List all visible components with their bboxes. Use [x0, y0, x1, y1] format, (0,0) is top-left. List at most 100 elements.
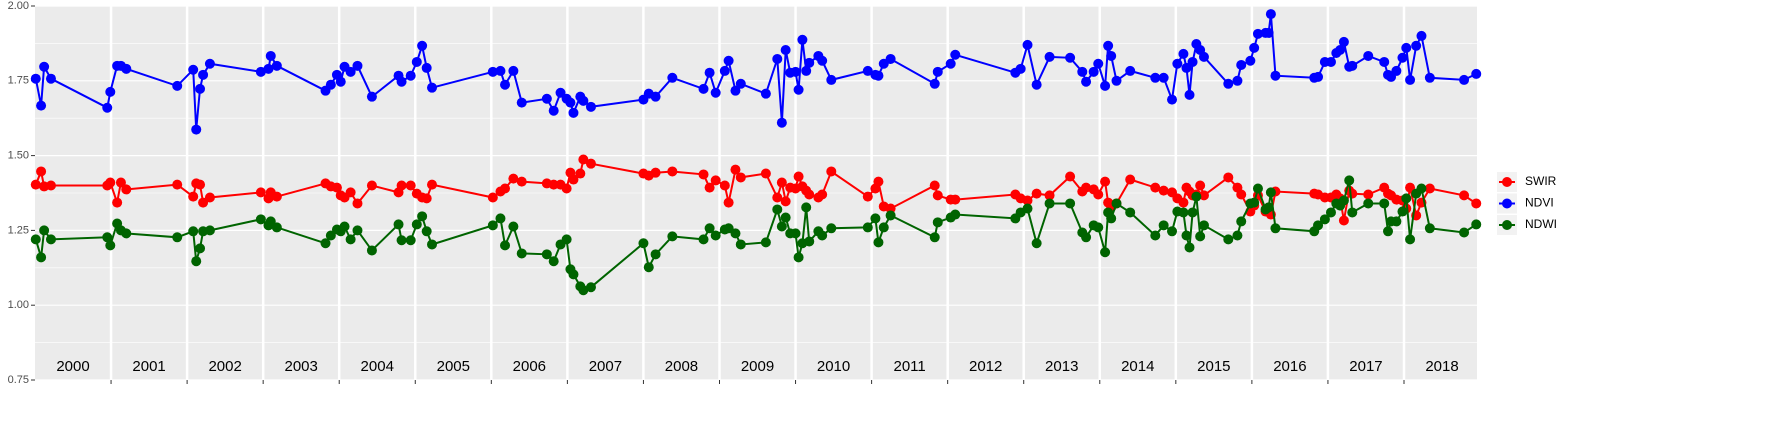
point	[1081, 182, 1092, 193]
point	[1471, 68, 1482, 79]
point	[578, 285, 589, 296]
point	[396, 76, 407, 87]
point	[578, 95, 589, 106]
point	[39, 225, 50, 236]
point	[650, 249, 661, 260]
point	[873, 176, 884, 187]
point	[204, 192, 215, 203]
point	[427, 239, 438, 250]
point	[1338, 195, 1349, 206]
point	[885, 210, 896, 221]
point	[500, 183, 511, 194]
point	[331, 182, 342, 193]
point	[102, 102, 113, 113]
y-tick-label: 1.25	[8, 224, 29, 236]
point	[366, 91, 377, 102]
point	[776, 117, 787, 128]
point	[1424, 183, 1435, 194]
point	[710, 175, 721, 186]
year-label: 2015	[1197, 358, 1230, 375]
point	[393, 219, 404, 230]
point	[1347, 207, 1358, 218]
point	[195, 243, 206, 254]
point	[730, 164, 741, 175]
point	[575, 168, 586, 179]
point	[339, 221, 350, 232]
point	[1184, 242, 1195, 253]
point	[1397, 52, 1408, 63]
point	[1459, 227, 1470, 238]
point	[204, 58, 215, 69]
y-tick-label: 1.75	[8, 75, 29, 87]
point	[366, 180, 377, 191]
point	[1416, 30, 1427, 41]
point	[1236, 216, 1247, 227]
point	[271, 191, 282, 202]
point	[723, 197, 734, 208]
point	[1338, 36, 1349, 47]
point	[1416, 183, 1427, 194]
point	[650, 167, 661, 178]
point	[352, 198, 363, 209]
point	[1363, 198, 1374, 209]
point	[421, 226, 432, 237]
point	[578, 154, 589, 165]
point	[804, 189, 815, 200]
point	[772, 53, 783, 64]
point	[1158, 185, 1169, 196]
point	[1405, 74, 1416, 85]
point	[862, 191, 873, 202]
point	[735, 172, 746, 183]
point	[263, 63, 274, 74]
point	[719, 65, 730, 76]
point	[411, 56, 422, 67]
point	[1245, 55, 1256, 66]
point	[541, 93, 552, 104]
point	[1178, 48, 1189, 59]
point	[188, 226, 199, 237]
point	[698, 169, 709, 180]
year-label: 2017	[1349, 358, 1382, 375]
point	[265, 50, 276, 61]
point	[1198, 220, 1209, 231]
year-label: 2012	[969, 358, 1002, 375]
year-label: 2005	[437, 358, 470, 375]
year-label: 2010	[817, 358, 850, 375]
point	[112, 197, 123, 208]
point	[780, 212, 791, 223]
year-label: 2007	[589, 358, 622, 375]
point	[1172, 58, 1183, 69]
point	[255, 187, 266, 198]
point	[508, 221, 519, 232]
point	[1397, 206, 1408, 217]
point	[1223, 78, 1234, 89]
point	[1335, 44, 1346, 55]
year-label: 2003	[285, 358, 318, 375]
point	[1198, 190, 1209, 201]
year-label: 2018	[1425, 358, 1458, 375]
point	[1167, 94, 1178, 105]
point	[760, 168, 771, 179]
y-tick-label: 0.75	[8, 374, 29, 386]
point	[1363, 50, 1374, 61]
point	[1263, 27, 1274, 38]
point	[1325, 207, 1336, 218]
point	[105, 177, 116, 188]
point	[698, 234, 709, 245]
point	[790, 228, 801, 239]
year-label: 2013	[1045, 358, 1078, 375]
point	[548, 105, 559, 116]
point	[710, 230, 721, 241]
point	[30, 73, 41, 84]
point	[1411, 40, 1422, 51]
point	[1471, 219, 1482, 230]
point	[1379, 56, 1390, 67]
point	[776, 177, 787, 188]
point	[723, 55, 734, 66]
year-label: 2009	[741, 358, 774, 375]
point	[198, 197, 209, 208]
point	[405, 235, 416, 246]
point	[500, 240, 511, 251]
point	[396, 180, 407, 191]
